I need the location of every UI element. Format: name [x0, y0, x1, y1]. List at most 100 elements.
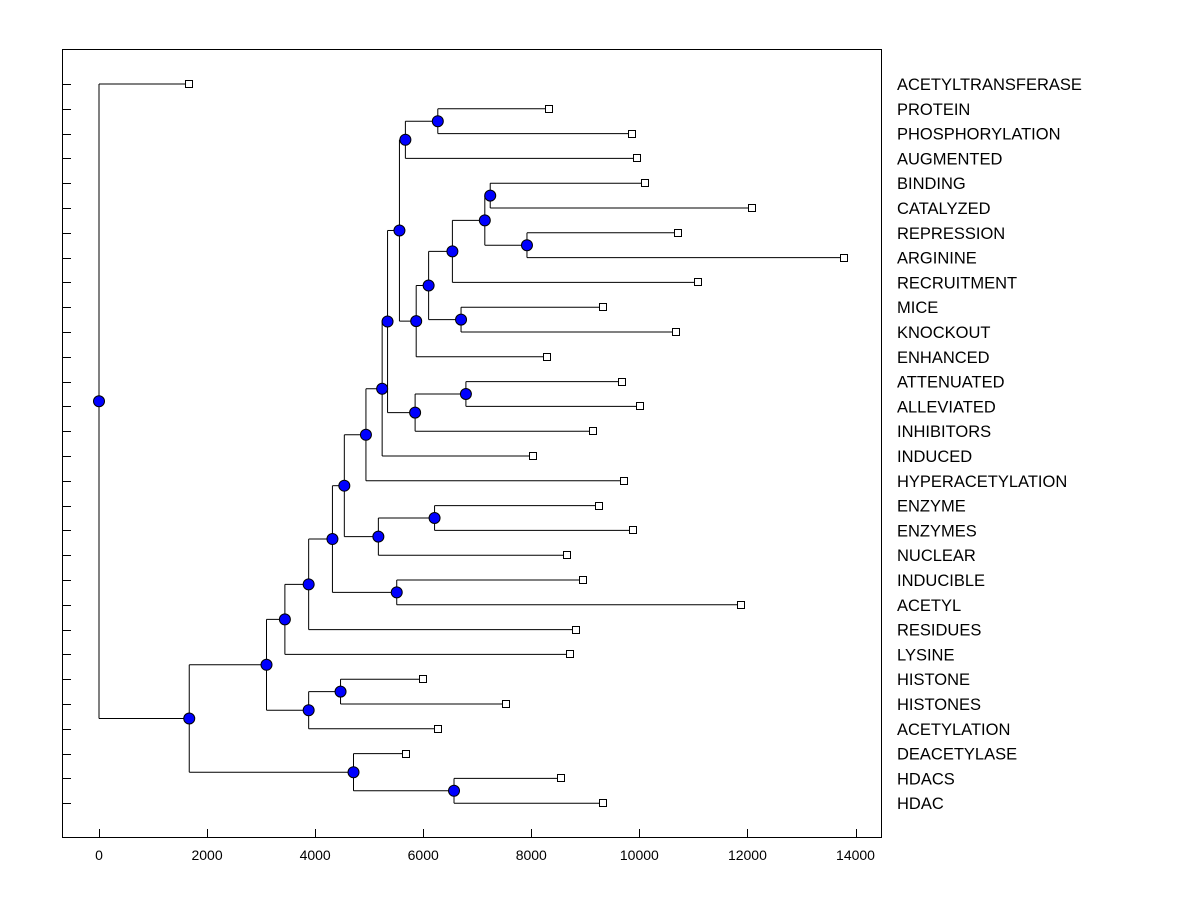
leaf-label: ENZYME — [897, 498, 966, 516]
leaf-marker — [566, 650, 574, 658]
internal-node — [302, 578, 315, 591]
leaf-marker — [672, 328, 680, 336]
internal-node — [478, 214, 491, 227]
internal-node — [520, 239, 533, 252]
leaf-marker — [579, 576, 587, 584]
leaf-marker — [599, 799, 607, 807]
leaf-label: INHIBITORS — [897, 423, 991, 441]
internal-node — [376, 382, 389, 395]
leaf-markers — [185, 80, 848, 807]
leaf-marker — [618, 378, 626, 386]
x-tick-label: 2000 — [191, 847, 222, 863]
internal-node — [409, 406, 422, 419]
x-tick-label: 10000 — [620, 847, 659, 863]
leaf-marker — [628, 130, 636, 138]
leaf-label: HDACS — [897, 770, 955, 788]
leaf-label: BINDING — [897, 175, 966, 193]
leaf-marker — [636, 402, 644, 410]
leaf-label: ATTENUATED — [897, 374, 1005, 392]
leaf-marker — [572, 626, 580, 634]
leaf-marker — [434, 725, 442, 733]
leaf-label: HDAC — [897, 795, 944, 813]
x-axis: 0 2000 4000 6000 8000 10000 12000 14000 — [95, 829, 875, 863]
internal-node — [260, 658, 273, 671]
internal-node — [484, 189, 497, 202]
leaf-label: ARGININE — [897, 250, 977, 268]
leaf-label: AUGMENTED — [897, 150, 1003, 168]
internal-node — [431, 115, 444, 128]
leaf-marker — [620, 477, 628, 485]
leaf-label: LYSINE — [897, 646, 954, 664]
internal-node — [459, 388, 472, 400]
leaf-label: ACETYLATION — [897, 721, 1010, 739]
y-tick-marks — [63, 84, 71, 804]
x-tick-label: 14000 — [836, 847, 875, 863]
internal-node — [446, 245, 459, 258]
dendrogram-links — [98, 83, 845, 804]
internal-node — [302, 704, 315, 717]
internal-node — [183, 712, 196, 725]
internal-node — [359, 428, 372, 441]
leaf-label: RESIDUES — [897, 622, 981, 640]
internal-node — [448, 784, 461, 797]
internal-node — [338, 479, 351, 492]
x-tick-label: 4000 — [300, 847, 331, 863]
leaf-marker — [748, 204, 756, 212]
internal-node — [428, 512, 441, 524]
leaf-label: HISTONES — [897, 696, 981, 714]
leaf-marker — [599, 303, 607, 311]
leaf-marker — [589, 427, 597, 435]
leaf-marker — [419, 675, 427, 683]
leaf-label: PHOSPHORYLATION — [897, 126, 1061, 144]
leaf-marker — [545, 105, 553, 113]
internal-node — [393, 224, 406, 237]
plot-frame — [62, 49, 882, 838]
leaf-marker — [641, 179, 649, 187]
internal-node — [334, 685, 347, 698]
leaf-label: INDUCIBLE — [897, 572, 985, 590]
x-tick-label: 6000 — [408, 847, 439, 863]
internal-node — [93, 395, 105, 408]
leaf-marker — [543, 353, 551, 361]
leaf-marker — [595, 502, 603, 510]
leaf-marker — [633, 154, 641, 162]
leaf-label: PROTEIN — [897, 101, 970, 119]
leaf-label: CATALYZED — [897, 200, 991, 218]
x-tick-label: 12000 — [728, 847, 767, 863]
leaf-marker — [185, 80, 193, 88]
leaf-label: ALLEVIATED — [897, 398, 996, 416]
leaf-label: NUCLEAR — [897, 547, 976, 565]
leaf-label: HYPERACETYLATION — [897, 473, 1067, 491]
x-tick-label: 0 — [95, 847, 103, 863]
leaf-marker — [402, 750, 410, 758]
internal-node — [410, 315, 423, 328]
leaf-marker — [840, 254, 848, 262]
internal-node — [422, 279, 435, 292]
internal-node — [381, 315, 394, 328]
internal-node — [278, 613, 291, 626]
internal-node — [390, 586, 403, 599]
leaf-label: REPRESSION — [897, 225, 1005, 243]
leaf-marker — [674, 229, 682, 237]
internal-node — [347, 766, 360, 779]
leaf-label: INDUCED — [897, 448, 972, 466]
leaf-label: HISTONE — [897, 671, 970, 689]
leaf-label: ENZYMES — [897, 522, 977, 540]
leaf-marker — [557, 774, 565, 782]
leaf-label: ENHANCED — [897, 349, 990, 367]
internal-node — [372, 530, 385, 543]
leaf-label: ACETYL — [897, 597, 961, 615]
internal-node — [326, 533, 339, 546]
internal-node — [399, 133, 412, 146]
internal-node-markers — [93, 115, 533, 797]
leaf-marker — [563, 551, 571, 559]
x-tick-label: 8000 — [516, 847, 547, 863]
leaf-marker — [502, 700, 510, 708]
leaf-label: KNOCKOUT — [897, 324, 991, 342]
leaf-marker — [529, 452, 537, 460]
leaf-marker — [694, 278, 702, 286]
leaf-label: MICE — [897, 299, 938, 317]
leaf-label: ACETYLTRANSFERASE — [897, 76, 1082, 94]
leaf-marker — [737, 601, 745, 609]
